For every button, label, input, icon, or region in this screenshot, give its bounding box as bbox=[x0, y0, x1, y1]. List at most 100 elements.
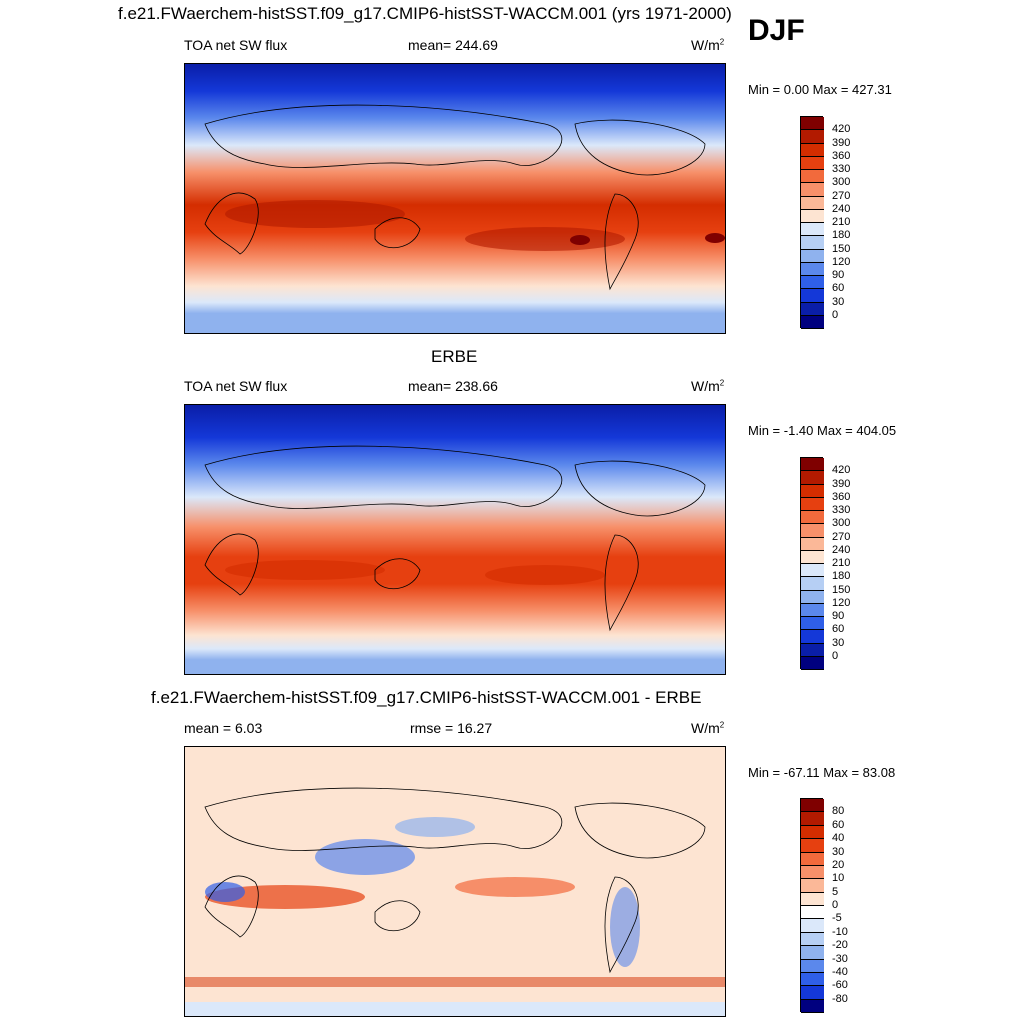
colorbar-tick-label: 30 bbox=[832, 636, 845, 649]
colorbar-swatch bbox=[801, 590, 824, 604]
colorbar-tick-label: 40 bbox=[832, 832, 845, 845]
colorbar-swatch bbox=[801, 511, 824, 525]
colorbar-tick-label: 360 bbox=[832, 490, 851, 503]
colorbar-swatch bbox=[801, 537, 824, 551]
colorbar-swatch bbox=[801, 223, 824, 237]
colorbar-swatch bbox=[801, 852, 824, 866]
colorbar-tick-label: -20 bbox=[832, 939, 848, 952]
colorbar-tick-label: 240 bbox=[832, 543, 851, 556]
colorbar-tick-label: 0 bbox=[832, 899, 839, 911]
panel3-map-svg bbox=[185, 747, 725, 1016]
panel3-rmse-label: rmse = 16.27 bbox=[410, 720, 493, 736]
panel2-variable-label: TOA net SW flux bbox=[184, 378, 288, 394]
panel2-minmax: Min = -1.40 Max = 404.05 bbox=[748, 423, 897, 438]
colorbar-tick-label: 30 bbox=[832, 845, 845, 858]
colorbar-tick-label: 300 bbox=[832, 517, 851, 530]
colorbar-tick-label: 240 bbox=[832, 202, 851, 215]
colorbar-tick-label: -40 bbox=[832, 965, 848, 978]
colorbar-swatch bbox=[801, 497, 824, 511]
colorbar-swatch bbox=[801, 799, 824, 813]
colorbar-swatch bbox=[801, 289, 824, 303]
panel2-title: ERBE bbox=[431, 347, 478, 366]
colorbar-tick-label: -5 bbox=[832, 912, 842, 925]
colorbar-swatch bbox=[801, 603, 824, 617]
panel2-colorbar bbox=[800, 457, 824, 670]
colorbar-swatch bbox=[801, 196, 824, 210]
colorbar-swatch bbox=[801, 946, 824, 960]
colorbar-swatch bbox=[801, 471, 824, 485]
colorbar-swatch bbox=[801, 550, 824, 564]
figure-title: f.e21.FWaerchem-histSST.f09_g17.CMIP6-hi… bbox=[118, 4, 732, 23]
colorbar-swatch bbox=[801, 302, 824, 316]
panel3-title: f.e21.FWaerchem-histSST.f09_g17.CMIP6-hi… bbox=[151, 688, 702, 707]
colorbar-swatch bbox=[801, 812, 824, 826]
colorbar-tick-label: 150 bbox=[832, 242, 851, 255]
colorbar-swatch bbox=[801, 643, 824, 657]
colorbar-tick-label: 120 bbox=[832, 596, 851, 609]
colorbar-tick-label: 270 bbox=[832, 189, 851, 202]
colorbar-swatch bbox=[801, 999, 824, 1013]
colorbar-swatch bbox=[801, 236, 824, 250]
colorbar-tick-label: -10 bbox=[832, 925, 848, 938]
colorbar-tick-label: 5 bbox=[832, 885, 839, 898]
colorbar-swatch bbox=[801, 825, 824, 840]
colorbar-swatch bbox=[801, 130, 824, 144]
colorbar-tick-label: 330 bbox=[832, 504, 851, 516]
colorbar-swatch bbox=[801, 276, 824, 290]
colorbar-swatch bbox=[801, 315, 824, 329]
colorbar-swatch bbox=[801, 839, 824, 853]
panel2-map-svg bbox=[185, 405, 725, 674]
colorbar-swatch bbox=[801, 865, 824, 880]
colorbar-tick-label: 0 bbox=[832, 649, 839, 662]
panel3-colorbar bbox=[800, 798, 824, 1013]
colorbar-tick-label: 60 bbox=[832, 282, 845, 295]
colorbar-swatch bbox=[801, 156, 824, 170]
colorbar-swatch bbox=[801, 892, 824, 906]
colorbar-tick-label: 90 bbox=[832, 269, 845, 281]
colorbar-swatch bbox=[801, 879, 824, 893]
colorbar-swatch bbox=[801, 262, 824, 276]
colorbar-tick-label: -60 bbox=[832, 979, 848, 992]
colorbar-tick-label: 270 bbox=[832, 530, 851, 543]
panel1-minmax: Min = 0.00 Max = 427.31 bbox=[748, 82, 892, 97]
colorbar-swatch bbox=[801, 564, 824, 578]
colorbar-tick-label: 420 bbox=[832, 464, 851, 477]
colorbar-swatch bbox=[801, 986, 824, 1000]
colorbar-swatch bbox=[801, 577, 824, 591]
colorbar-swatch bbox=[801, 249, 824, 263]
colorbar-tick-label: 360 bbox=[832, 149, 851, 162]
panel1-colorbar bbox=[800, 116, 824, 329]
panel2-mean-label: mean= 238.66 bbox=[408, 378, 498, 394]
panel3-map bbox=[184, 746, 726, 1017]
colorbar-tick-label: 390 bbox=[832, 136, 851, 149]
colorbar-tick-label: 10 bbox=[832, 872, 845, 885]
colorbar-tick-label: 330 bbox=[832, 163, 851, 175]
panel2-map bbox=[184, 404, 726, 675]
colorbar-tick-label: 60 bbox=[832, 818, 845, 831]
colorbar-swatch bbox=[801, 170, 824, 184]
panel1-mean-label: mean= 244.69 bbox=[408, 37, 498, 53]
colorbar-tick-label: -80 bbox=[832, 992, 848, 1005]
panel2-units: W/m2 bbox=[691, 378, 725, 394]
colorbar-tick-label: 210 bbox=[832, 557, 851, 569]
colorbar-swatch bbox=[801, 484, 824, 498]
colorbar-tick-label: 120 bbox=[832, 255, 851, 268]
colorbar-swatch bbox=[801, 183, 824, 197]
colorbar-swatch bbox=[801, 117, 824, 131]
colorbar-swatch bbox=[801, 972, 824, 987]
colorbar-tick-label: 180 bbox=[832, 229, 851, 242]
panel3-minmax: Min = -67.11 Max = 83.08 bbox=[748, 765, 896, 780]
colorbar-swatch bbox=[801, 630, 824, 644]
colorbar-swatch bbox=[801, 143, 824, 157]
colorbar-swatch bbox=[801, 524, 824, 538]
season-label: DJF bbox=[748, 14, 805, 47]
colorbar-tick-label: 20 bbox=[832, 858, 845, 871]
colorbar-tick-label: 30 bbox=[832, 295, 845, 308]
colorbar-swatch bbox=[801, 932, 824, 947]
colorbar-swatch bbox=[801, 906, 824, 920]
colorbar-tick-label: -30 bbox=[832, 952, 848, 965]
colorbar-tick-label: 150 bbox=[832, 583, 851, 596]
colorbar-tick-label: 60 bbox=[832, 623, 845, 636]
panel1-variable-label: TOA net SW flux bbox=[184, 37, 288, 53]
colorbar-swatch bbox=[801, 209, 824, 223]
